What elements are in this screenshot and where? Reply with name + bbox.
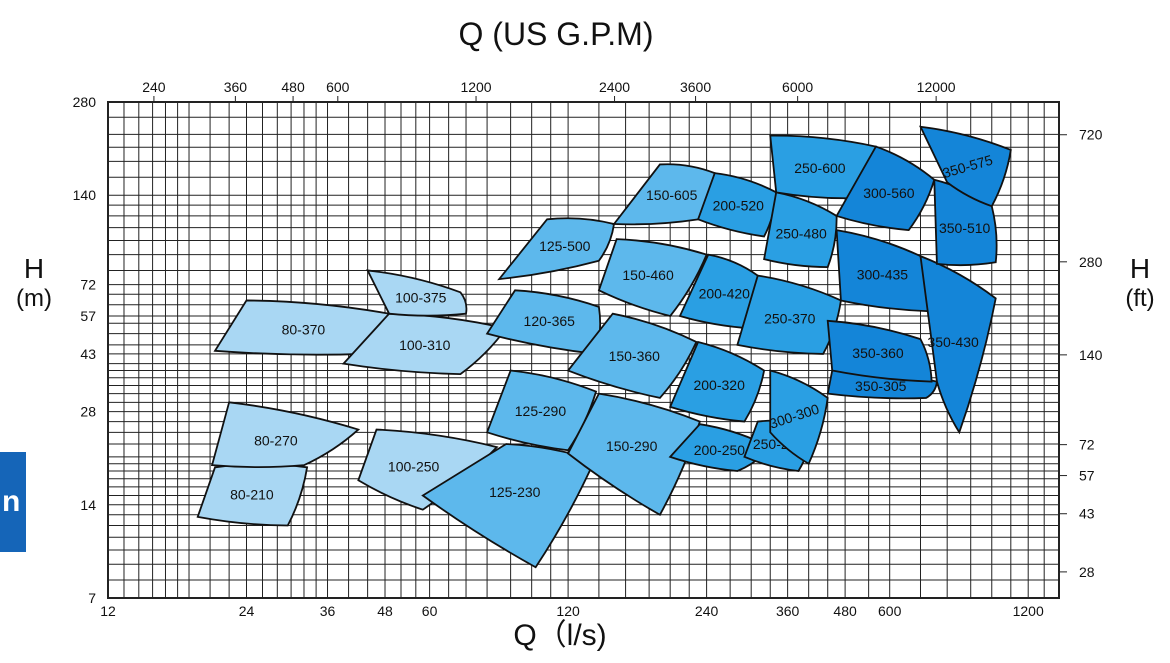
chart-top-axis-title: Q (US G.P.M) — [459, 16, 654, 52]
tick-labels: 12 24 36 48 60 120 240 360 480 600 1200 240 360 480 60… — [73, 79, 1103, 619]
model-label-150-460: 150-460 — [622, 267, 674, 283]
x-tick-bottom-label: 120 — [556, 603, 580, 619]
y-tick-left-label: 57 — [80, 308, 96, 324]
model-label-350-430: 350-430 — [927, 334, 979, 350]
x-tick-bottom-label: 36 — [320, 603, 336, 619]
x-tick-bottom-label: 240 — [695, 603, 719, 619]
y-tick-left-label: 43 — [80, 346, 96, 362]
x-tick-bottom-label: 360 — [776, 603, 800, 619]
model-label-125-230: 125-230 — [489, 484, 541, 500]
model-label-350-360: 350-360 — [852, 345, 904, 361]
model-label-80-270: 80-270 — [254, 433, 298, 449]
model-region-80-270 — [210, 401, 361, 469]
y-tick-left-label: 140 — [73, 187, 97, 203]
x-tick-top-label: 600 — [326, 79, 350, 95]
model-region-150-460 — [597, 238, 708, 318]
model-label-300-560: 300-560 — [863, 185, 915, 201]
y-tick-left-label: 72 — [80, 277, 96, 293]
x-tick-top-label: 2400 — [599, 79, 630, 95]
model-label-300-435: 300-435 — [857, 267, 909, 283]
y-tick-right-label: 57 — [1079, 468, 1095, 484]
y-tick-right-label: 720 — [1079, 127, 1103, 143]
y-tick-right-label: 280 — [1079, 254, 1103, 270]
y-tick-left-label: 28 — [80, 404, 96, 420]
model-label-200-420: 200-420 — [699, 286, 751, 302]
model-label-100-310: 100-310 — [399, 337, 451, 353]
model-region-125-500 — [497, 217, 616, 281]
y-right-label-unit: (ft) — [1125, 285, 1154, 312]
x-tick-top-label: 6000 — [782, 79, 813, 95]
model-label-150-360: 150-360 — [609, 348, 661, 364]
x-tick-bottom-label: 60 — [422, 603, 438, 619]
model-label-200-520: 200-520 — [713, 197, 765, 213]
model-label-250-480: 250-480 — [775, 226, 827, 242]
x-tick-bottom-label: 24 — [239, 603, 255, 619]
x-tick-top-label: 240 — [142, 79, 166, 95]
model-label-250-600: 250-600 — [794, 160, 846, 176]
model-label-150-605: 150-605 — [646, 187, 698, 203]
y-tick-right-label: 43 — [1079, 506, 1095, 522]
model-region-100-310 — [341, 312, 508, 376]
model-regions: 80-210 80-270 80-370 100-250 100-310 100-375 1… — [196, 125, 1012, 569]
x-tick-top-label: 480 — [281, 79, 305, 95]
model-label-350-510: 350-510 — [939, 220, 991, 236]
chart-bottom-axis-title: Q（l/s) — [513, 619, 606, 652]
model-region-300-560 — [835, 145, 936, 232]
model-region-150-290 — [566, 392, 701, 516]
model-region-100-375 — [366, 269, 468, 317]
x-tick-bottom-label: 48 — [377, 603, 393, 619]
model-region-250-480 — [763, 191, 838, 269]
model-region-200-250 — [668, 423, 772, 472]
x-tick-top-label: 3600 — [680, 79, 711, 95]
x-tick-top-label: 360 — [224, 79, 248, 95]
x-tick-bottom-label: 480 — [833, 603, 857, 619]
model-region-350-360 — [826, 319, 933, 383]
y-tick-right-label: 28 — [1079, 564, 1095, 580]
x-tick-bottom-label: 1200 — [1013, 603, 1044, 619]
x-tick-top-label: 1200 — [460, 79, 491, 95]
y-tick-right-label: 140 — [1079, 347, 1103, 363]
x-tick-bottom-label: 12 — [100, 603, 116, 619]
y-tick-left-label: 280 — [73, 94, 97, 110]
model-region-150-360 — [566, 312, 698, 399]
model-label-100-375: 100-375 — [395, 290, 447, 306]
model-region-350-575 — [918, 125, 1012, 208]
y-tick-left-label: 14 — [80, 497, 96, 513]
model-label-125-290: 125-290 — [515, 403, 567, 419]
model-region-300-300 — [769, 369, 829, 466]
model-label-80-370: 80-370 — [282, 322, 326, 338]
model-label-150-290: 150-290 — [606, 438, 658, 454]
model-region-200-320 — [668, 340, 766, 423]
model-label-250-370: 250-370 — [764, 311, 816, 327]
model-label-200-320: 200-320 — [693, 377, 745, 393]
model-label-350-305: 350-305 — [855, 378, 907, 394]
model-label-200-250: 200-250 — [694, 442, 746, 458]
model-region-350-430 — [919, 254, 997, 435]
y-left-label-unit: (m) — [16, 285, 52, 312]
plot-frame — [107, 101, 1060, 599]
y-tick-right-label: 72 — [1079, 437, 1095, 453]
y-right-label-h: H — [1130, 253, 1150, 284]
x-tick-top-label: 12000 — [917, 79, 956, 95]
model-label-120-365: 120-365 — [524, 313, 576, 329]
model-label-80-210: 80-210 — [230, 486, 274, 502]
side-tab[interactable]: n — [0, 452, 26, 552]
model-region-125-230 — [421, 443, 596, 569]
x-tick-bottom-label: 600 — [878, 603, 902, 619]
model-label-100-250: 100-250 — [388, 459, 440, 475]
y-tick-left-label: 7 — [88, 590, 96, 606]
y-left-label-h: H — [24, 253, 44, 284]
model-label-125-500: 125-500 — [539, 238, 591, 254]
